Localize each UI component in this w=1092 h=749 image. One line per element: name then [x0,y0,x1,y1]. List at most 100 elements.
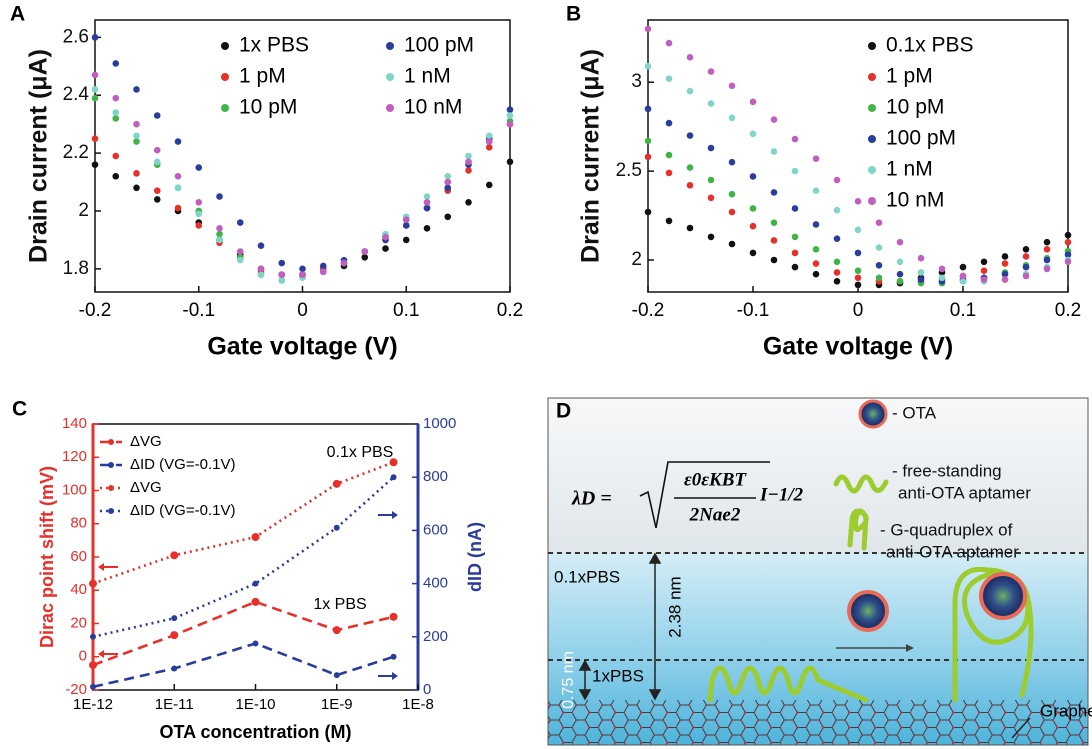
data-point [389,612,398,621]
x-tick-label: 1E-12 [73,696,113,713]
data-point [980,276,988,283]
data-point [402,222,410,229]
data-point [444,213,452,221]
data-point [195,198,203,206]
data-point [644,153,652,161]
formula-denominator: 2Nae2 [689,504,741,525]
data-point [770,237,778,244]
data-point [896,278,904,285]
series-line [92,476,395,639]
annotation: 1x PBS [313,596,366,613]
data-point [980,258,988,266]
data-point [1043,246,1051,253]
graphene-lattice [548,700,1088,745]
legend-text: - OTA [892,403,937,422]
data-point [382,233,389,241]
data-point [665,151,673,159]
data-point [896,258,904,266]
data-point [959,272,967,280]
data-point [444,178,452,186]
motion-arrowhead [906,644,914,652]
data-point [791,167,799,175]
legend-label: ΔVG [130,433,162,450]
graphene-pointer [1011,717,1031,739]
data-point [216,225,223,232]
data-point [333,672,340,679]
data-point [112,60,120,67]
data-point [485,181,493,189]
data-point [875,262,883,269]
ota-icon [858,399,888,429]
distance-label: 2.38 nm [665,576,684,637]
x-tick-label: 0 [297,300,308,321]
data-point [665,39,673,47]
x-tick-label: 1E-11 [155,696,194,713]
data-point [1022,253,1030,260]
legend-marker [108,462,114,468]
data-point [112,115,120,122]
data-point [91,135,99,142]
x-tick-label: 0.2 [497,300,523,321]
x-axis-title: OTA concentration (M) [160,722,352,742]
legend-text: anti-OTA aptamer [898,483,1031,502]
data-point [195,164,203,171]
data-point [332,479,341,488]
legend-label: 1 nM [886,158,933,181]
data-point [361,248,369,255]
legend-marker [386,73,394,81]
legend-marker [221,104,229,112]
data-point [728,240,736,248]
data-point [707,233,715,241]
dimension-arrows [578,552,662,701]
data-point [707,194,715,202]
data-point [812,260,820,267]
formula-power: I−1/2 [759,484,804,505]
data-point [361,253,369,261]
data-point [174,204,182,212]
y2-axis-title: dID (nA) [465,522,485,592]
x-tick-label: 0.2 [1055,300,1081,321]
y-tick-label: 140 [62,415,87,432]
data-point [770,116,778,123]
data-point [465,152,472,160]
data-point [133,138,140,145]
legend-label: ΔID (VG=-0.1V) [130,456,235,473]
data-point [665,169,673,177]
data-point [170,631,179,640]
data-point [833,206,841,214]
panel-label: D [556,400,571,423]
data-point [91,94,99,102]
data-point [644,62,652,70]
data-point [980,267,988,274]
axis-arrowhead [98,650,104,658]
data-point [1001,253,1009,260]
data-point [112,152,120,160]
data-point [833,269,841,276]
y-tick-label: 40 [70,581,87,598]
legend-label: ΔID (VG=-0.1V) [130,502,235,519]
data-point [465,158,472,166]
data-point [506,158,514,166]
data-point [1043,265,1051,273]
data-point [749,98,757,106]
data-point [707,100,715,107]
y-tick-label: 1.8 [63,258,89,279]
legend-marker [221,42,229,50]
series-line [92,600,394,667]
x-axis-title: Gate voltage (V) [207,333,397,361]
distance-label: 0.75 nm [560,651,577,709]
x-tick-label: 1E-10 [235,696,275,713]
data-point [402,216,410,223]
data-point [1022,263,1030,271]
y-tick-label: 2 [78,200,89,221]
data-point [791,135,799,143]
x-tick-label: 0.1 [393,300,419,321]
data-point [1001,276,1009,283]
data-point [1022,246,1030,253]
data-point [833,278,841,285]
x-tick-label: -0.1 [182,300,215,321]
diagram-panel: D λD = ε0εKBT 2Nae2 I−1/2 - OTA - free-s… [547,397,1092,746]
data-point [216,230,223,238]
data-point [812,155,820,162]
